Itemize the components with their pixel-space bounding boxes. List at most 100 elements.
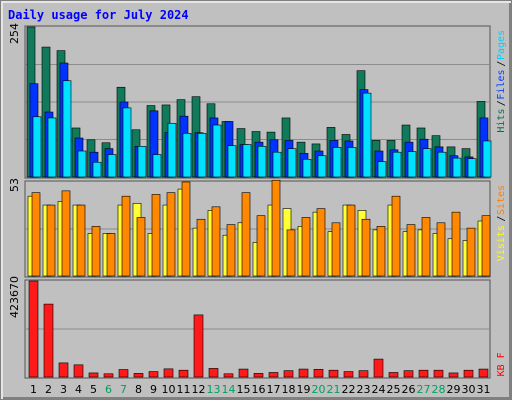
visits-bar-sites	[301, 217, 311, 277]
visits-legend-text: Sites	[496, 185, 507, 215]
kbytes-bar-kb-f	[403, 370, 414, 378]
hits-bar-pages	[212, 124, 222, 178]
hits-legend-text: Hits	[496, 109, 507, 133]
hits-bar-pages	[137, 145, 147, 178]
day-label: 23	[357, 383, 371, 396]
visits-bar-sites	[316, 208, 326, 277]
hits-bar-pages	[257, 145, 267, 178]
kbytes-bar-kb-f	[178, 369, 189, 378]
kbytes-bar-kb-f	[328, 369, 339, 378]
visits-bar-sites	[151, 194, 161, 277]
hits-bar-pages	[302, 158, 312, 178]
hits-bar-pages	[122, 107, 132, 178]
day-label: 20	[312, 383, 326, 396]
kbytes-bar-kb-f	[73, 364, 84, 378]
day-label: 29	[447, 383, 461, 396]
kbytes-bar-kb-f	[88, 372, 99, 378]
visits-bar-sites	[91, 226, 101, 277]
hits-bar-pages	[227, 145, 237, 178]
kbytes-bar-kb-f	[103, 373, 114, 378]
hits-legend-separator: /	[496, 100, 507, 106]
hits-bar-pages	[467, 158, 477, 178]
visits-bar-sites	[331, 222, 341, 277]
visits-bar-sites	[481, 215, 491, 277]
day-label: 3	[60, 383, 67, 396]
visits-bar-sites	[361, 218, 371, 277]
day-label: 11	[177, 383, 191, 396]
kbytes-bar-kb-f	[343, 371, 354, 378]
kbytes-bar-kb-f	[193, 314, 204, 378]
visits-bar-sites	[256, 215, 266, 277]
day-label: 26	[402, 383, 416, 396]
kbytes-bar-kb-f	[58, 362, 69, 378]
day-label: 24	[372, 383, 386, 396]
hits-bar-pages	[377, 161, 387, 178]
day-label: 31	[477, 383, 491, 396]
visits-bar-sites	[406, 224, 416, 277]
visits-max-label: 53	[8, 178, 21, 192]
kbytes-bar-kb-f	[268, 372, 279, 378]
visits-bar-sites	[121, 195, 131, 277]
hits-bar-pages	[167, 122, 177, 178]
chart-title: Daily usage for July 2024	[8, 8, 189, 22]
kbytes-bar-kb-f	[238, 368, 249, 378]
day-label: 9	[150, 383, 157, 396]
day-label: 22	[342, 383, 356, 396]
day-label: 18	[282, 383, 296, 396]
hits-bar-pages	[107, 154, 117, 178]
kbytes-bar-kb-f	[448, 372, 459, 378]
visits-bar-sites	[196, 218, 206, 277]
kbytes-bar-kb-f	[43, 303, 54, 378]
visits-bar-sites	[136, 217, 146, 277]
kbytes-max-label: 423670	[8, 276, 21, 318]
day-label: 10	[162, 383, 176, 396]
visits-bar-sites	[286, 229, 296, 277]
kbytes-bar-kb-f	[148, 371, 159, 378]
hits-bar-pages	[392, 151, 402, 178]
hits-bar-pages	[332, 147, 342, 178]
visits-bar-sites	[376, 226, 386, 277]
visits-bar-sites	[31, 192, 41, 277]
kbytes-bar-kb-f	[223, 373, 234, 378]
kbytes-bar-kb-f	[163, 368, 174, 378]
day-label: 6	[105, 383, 112, 396]
hits-legend-separator: /	[496, 61, 507, 67]
hits-bar-pages	[482, 140, 492, 178]
hits-bar-pages	[47, 117, 57, 178]
hits-bar-pages	[287, 148, 297, 178]
hits-max-label: 254	[8, 23, 21, 44]
visits-bar-sites	[346, 204, 356, 277]
visits-bar-sites	[76, 204, 86, 277]
visits-legend-text: Visits	[496, 225, 507, 261]
visits-bar-sites	[241, 192, 251, 277]
day-label: 13	[207, 383, 221, 396]
visits-bar-sites	[61, 190, 71, 277]
kbytes-bar-kb-f	[463, 369, 474, 378]
visits-legend-text: /	[496, 216, 507, 222]
day-label: 1	[30, 383, 37, 396]
day-label: 27	[417, 383, 431, 396]
visits-bar-sites	[451, 211, 461, 277]
day-label: 16	[252, 383, 266, 396]
hits-bar-pages	[77, 150, 87, 178]
day-label: 14	[222, 383, 236, 396]
hits-legend-text: Pages	[496, 30, 507, 60]
kbytes-bar-kb-f	[478, 368, 489, 378]
kbytes-bar-kb-f	[133, 373, 144, 378]
kbytes-legend-text: KB F	[496, 352, 507, 376]
kbytes-bar-kb-f	[388, 372, 399, 378]
day-label: 12	[192, 383, 206, 396]
hits-bar-pages	[197, 132, 207, 178]
hits-bar-pages	[272, 151, 282, 178]
visits-bar-sites	[211, 206, 221, 277]
hits-bar-pages	[422, 148, 432, 178]
hits-bar-pages	[452, 157, 462, 178]
day-label: 4	[75, 383, 82, 396]
day-labels: 1 2 3 4 5 6 7 8 9 10 11 12 13 14 15 16 17 18 19 20 21 22 23 24 2…	[30, 383, 491, 396]
visits-bar-sites	[46, 204, 56, 277]
day-label: 21	[327, 383, 341, 396]
hits-bar-pages	[152, 154, 162, 178]
day-label: 5	[90, 383, 97, 396]
bars-layer	[26, 26, 492, 378]
